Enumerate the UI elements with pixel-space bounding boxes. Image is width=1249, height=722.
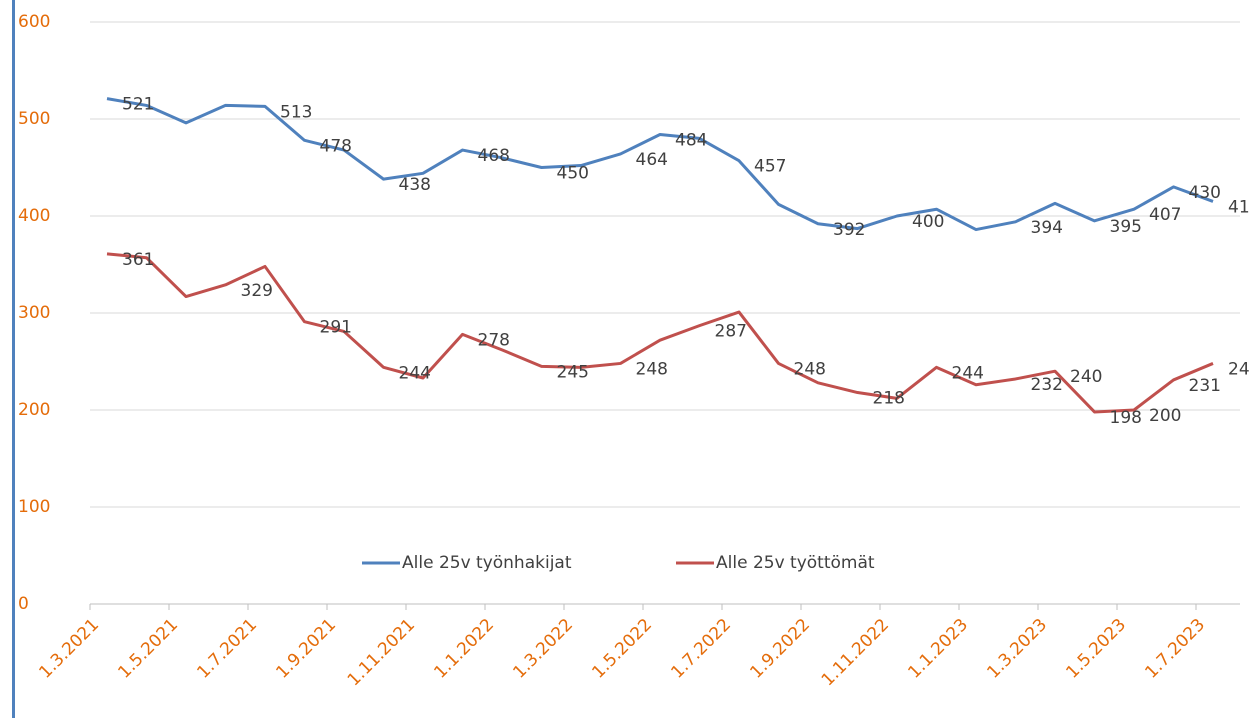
data-label: 231 [1189, 376, 1221, 396]
data-label: 450 [557, 164, 589, 184]
data-label: 244 [952, 363, 984, 383]
data-label: 407 [1149, 205, 1181, 225]
y-tick-label: 600 [18, 12, 50, 32]
data-label: 329 [241, 281, 273, 301]
y-tick-label: 200 [18, 400, 50, 420]
data-label: 513 [280, 102, 312, 122]
series-line [106, 97, 1214, 232]
data-label: 245 [557, 362, 589, 382]
data-label: 484 [675, 131, 707, 151]
data-label: 244 [399, 363, 431, 383]
series-line [106, 252, 1214, 414]
data-label: 248 [794, 359, 826, 379]
data-label: 240 [1070, 367, 1102, 387]
data-label: 521 [122, 95, 154, 115]
data-label: 200 [1149, 406, 1181, 426]
data-label: 468 [478, 146, 510, 166]
data-label: 464 [636, 150, 668, 170]
data-label: 457 [754, 157, 786, 177]
data-label: 198 [1110, 408, 1142, 428]
data-label: 394 [1031, 218, 1063, 238]
data-label: 287 [715, 322, 747, 342]
data-label: 218 [873, 389, 905, 409]
data-label: 415 [1228, 197, 1249, 217]
left-border [12, 0, 15, 718]
y-tick-label: 100 [18, 497, 50, 517]
y-tick-label: 500 [18, 109, 50, 129]
y-tick-label: 400 [18, 206, 50, 226]
data-label: 392 [833, 220, 865, 240]
legend-label: Alle 25v työttömät [716, 553, 875, 573]
data-label: 438 [399, 175, 431, 195]
y-tick-label: 300 [18, 303, 50, 323]
data-label: 278 [478, 330, 510, 350]
data-label: 478 [320, 136, 352, 156]
data-label: 248 [636, 359, 668, 379]
y-tick-label: 0 [18, 594, 29, 614]
legend-label: Alle 25v työnhakijat [402, 553, 572, 573]
data-label: 361 [122, 250, 154, 270]
data-label: 232 [1031, 375, 1063, 395]
data-label: 400 [912, 212, 944, 232]
data-label: 430 [1189, 183, 1221, 203]
data-label: 291 [320, 318, 352, 338]
data-label: 395 [1110, 217, 1142, 237]
data-label: 248 [1228, 359, 1249, 379]
